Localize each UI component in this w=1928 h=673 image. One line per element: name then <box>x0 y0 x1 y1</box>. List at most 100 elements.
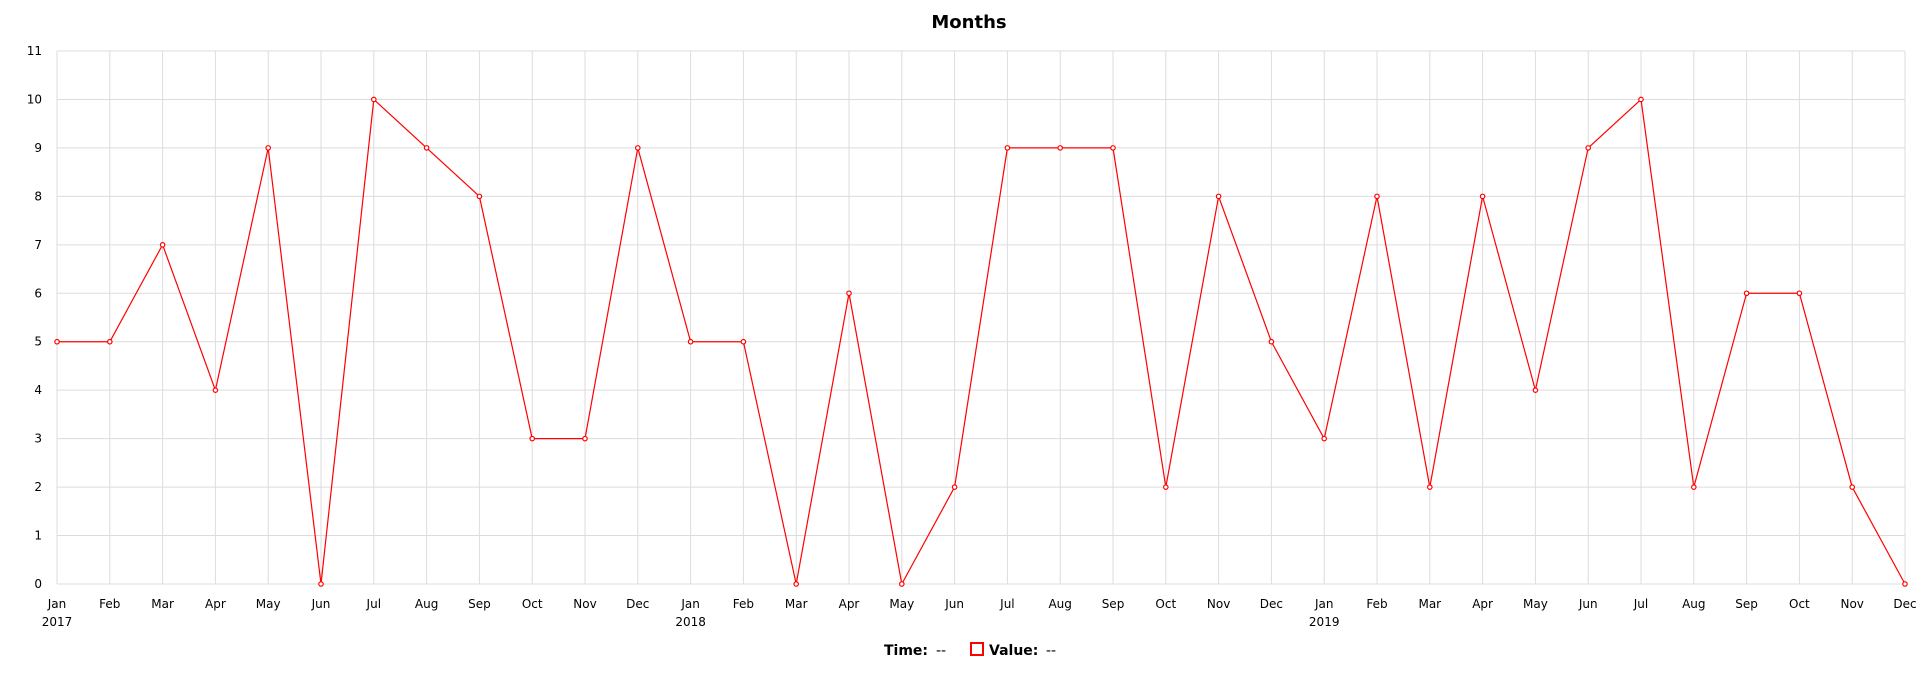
x-tick-month: Feb <box>1366 597 1387 611</box>
data-point[interactable] <box>1057 145 1064 151</box>
data-point[interactable] <box>793 581 800 587</box>
y-tick-label: 0 <box>34 577 42 591</box>
x-tick-month: Sep <box>468 597 491 611</box>
x-tick-month: Mar <box>151 597 174 611</box>
data-point[interactable] <box>1215 193 1222 200</box>
x-tick-month: Apr <box>839 597 860 611</box>
x-tick-month: Oct <box>1789 597 1810 611</box>
data-point[interactable] <box>54 338 60 345</box>
x-tick-month: Dec <box>1260 597 1283 611</box>
legend-swatch <box>970 642 984 656</box>
x-tick-month: Jan <box>1314 597 1334 611</box>
data-point[interactable] <box>582 435 588 442</box>
x-tick-month: Jun <box>311 597 331 611</box>
x-tick-month: Sep <box>1102 597 1125 611</box>
y-tick-label: 8 <box>34 189 42 203</box>
x-tick-month: Jul <box>1633 597 1648 611</box>
x-tick-month: Nov <box>573 597 596 611</box>
data-point[interactable] <box>1691 484 1697 490</box>
data-point[interactable] <box>1796 290 1803 297</box>
x-tick-month: Mar <box>1418 597 1441 611</box>
data-point[interactable] <box>476 193 483 200</box>
data-point[interactable] <box>370 96 377 103</box>
chart-title: Months <box>931 12 1006 33</box>
data-point[interactable] <box>951 484 958 490</box>
data-point[interactable] <box>1638 96 1644 103</box>
x-tick-month: Feb <box>733 597 754 611</box>
data-point[interactable] <box>1321 435 1328 442</box>
x-tick-year: 2019 <box>1309 615 1340 629</box>
x-tick-month: Jun <box>1578 597 1598 611</box>
x-tick-month: Jul <box>366 597 381 611</box>
grid <box>56 50 1906 585</box>
x-tick-month: May <box>889 597 914 611</box>
series-line <box>57 98 1906 586</box>
data-point[interactable] <box>634 145 641 151</box>
x-tick-month: Sep <box>1735 597 1758 611</box>
legend: Time: -- Value: -- <box>884 642 1056 659</box>
y-tick-label: 3 <box>34 432 42 446</box>
data-point[interactable] <box>529 435 536 442</box>
data-point[interactable] <box>1532 387 1539 393</box>
legend-time-label: Time: <box>884 643 928 659</box>
x-tick-month: Oct <box>1155 597 1176 611</box>
x-tick-month: Jul <box>999 597 1014 611</box>
data-point[interactable] <box>1902 581 1908 587</box>
y-tick-label: 5 <box>34 335 42 349</box>
legend-value-label: Value: <box>989 643 1038 659</box>
x-tick-month: Jan <box>680 597 700 611</box>
data-point[interactable] <box>687 338 694 345</box>
x-tick-month: Aug <box>415 597 438 611</box>
y-tick-label: 10 <box>27 92 42 106</box>
x-tick-month: Mar <box>785 597 808 611</box>
y-tick-label: 4 <box>34 383 42 397</box>
x-tick-month: Dec <box>1893 597 1916 611</box>
data-point[interactable] <box>740 338 747 345</box>
x-tick-month: Oct <box>522 597 543 611</box>
data-point[interactable] <box>1427 484 1433 490</box>
x-tick-month: Jun <box>944 597 964 611</box>
legend-time-value: -- <box>936 643 946 659</box>
x-tick-month: May <box>1523 597 1548 611</box>
y-tick-label: 6 <box>34 286 42 300</box>
data-point[interactable] <box>212 387 219 393</box>
y-tick-label: 9 <box>34 141 42 155</box>
x-tick-month: Apr <box>205 597 226 611</box>
data-point[interactable] <box>1743 290 1750 297</box>
legend-value-value: -- <box>1046 643 1056 659</box>
y-tick-label: 1 <box>34 529 42 543</box>
x-tick-month: Nov <box>1207 597 1230 611</box>
x-tick-month: Jan <box>47 597 67 611</box>
x-tick-month: Dec <box>626 597 649 611</box>
x-tick-month: Nov <box>1840 597 1863 611</box>
data-point[interactable] <box>1585 145 1592 151</box>
data-point[interactable] <box>898 581 905 587</box>
data-point[interactable] <box>423 145 430 151</box>
data-point[interactable] <box>1849 484 1856 490</box>
y-tick-label: 2 <box>34 480 42 494</box>
data-point[interactable] <box>318 581 324 587</box>
data-point[interactable] <box>1110 145 1116 151</box>
data-point[interactable] <box>107 338 113 345</box>
data-point[interactable] <box>1163 484 1169 490</box>
data-point[interactable] <box>1374 193 1380 200</box>
x-tick-year: 2018 <box>675 615 706 629</box>
x-tick-month: Apr <box>1472 597 1493 611</box>
data-point[interactable] <box>846 290 852 297</box>
data-point[interactable] <box>1479 193 1486 200</box>
x-tick-year: 2017 <box>42 615 73 629</box>
y-axis-ticks: 0 1 2 3 4 5 6 7 8 9 10 11 <box>27 44 42 591</box>
data-point[interactable] <box>1268 338 1275 345</box>
x-tick-month: Aug <box>1682 597 1705 611</box>
x-tick-month: Feb <box>99 597 120 611</box>
x-tick-month: May <box>256 597 281 611</box>
data-point[interactable] <box>265 145 272 151</box>
y-tick-label: 7 <box>34 238 42 252</box>
x-axis-ticks: Jan 2017 Feb Mar Apr May Jun Jul Aug Sep Oct Nov Dec… <box>42 597 1917 629</box>
data-point[interactable] <box>1004 145 1011 151</box>
series <box>54 96 1908 587</box>
x-tick-month: Aug <box>1048 597 1071 611</box>
data-point[interactable] <box>159 242 166 248</box>
y-tick-label: 11 <box>27 44 42 58</box>
